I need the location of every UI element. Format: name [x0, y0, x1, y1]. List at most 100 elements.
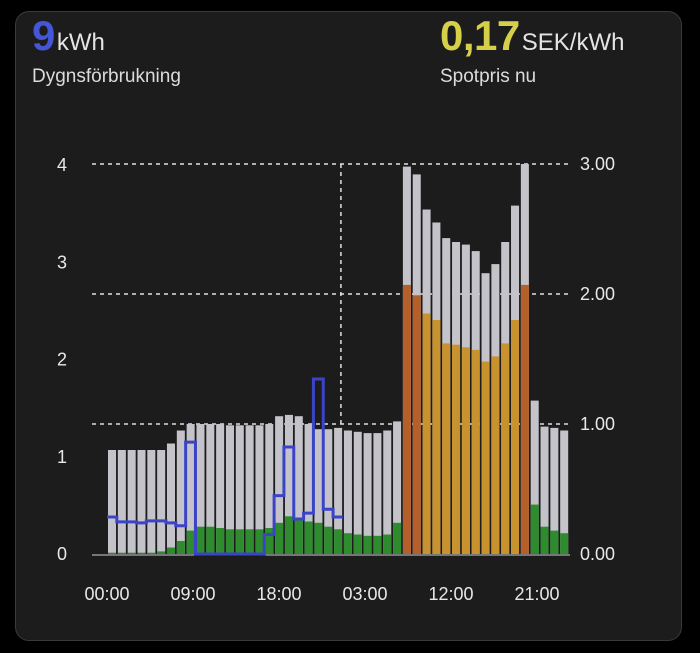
- bar-lower-34: [442, 343, 451, 554]
- bar-lower-36: [461, 347, 470, 554]
- bar-lower-11: [216, 528, 225, 554]
- bar-total-18: [284, 414, 293, 554]
- bar-total-15: [255, 425, 264, 554]
- bar-lower-17: [275, 522, 284, 554]
- y-left-tick-0: 0: [57, 544, 67, 564]
- bar-lower-31: [412, 295, 421, 554]
- bar-total-22: [324, 429, 333, 554]
- consumption-step-line: [107, 377, 343, 556]
- bar-total-6: [166, 443, 176, 554]
- bar-lower-3: [137, 552, 146, 554]
- bar-lower-14: [245, 529, 254, 554]
- bar-total-45: [550, 427, 559, 554]
- bar-total-43: [530, 400, 539, 554]
- bar-lower-22: [324, 526, 333, 554]
- x-tick-03:00: 03:00: [342, 584, 387, 604]
- bar-lower-41: [511, 320, 520, 554]
- bar-lower-44: [540, 526, 549, 554]
- bar-total-12: [225, 425, 234, 554]
- bar-total-13: [235, 425, 244, 554]
- spot-price-unit: SEK/kWh: [521, 29, 625, 56]
- bar-lower-24: [343, 533, 352, 554]
- x-tick-00:00: 00:00: [84, 584, 129, 604]
- bar-lower-33: [432, 320, 441, 554]
- bar-total-14: [245, 425, 254, 554]
- bar-total-23: [334, 427, 343, 554]
- bar-total-16: [265, 424, 274, 554]
- bar-total-19: [294, 416, 303, 554]
- bar-total-20: [304, 424, 313, 554]
- spot-price-value: 0,17: [440, 12, 520, 59]
- bar-total-2: [127, 450, 136, 554]
- bar-total-1: [117, 450, 126, 554]
- consumption-line: [107, 377, 343, 556]
- bar-lower-7: [176, 541, 185, 554]
- bar-total-7: [176, 430, 185, 554]
- x-tick-09:00: 09:00: [170, 584, 215, 604]
- bar-lower-12: [225, 529, 234, 554]
- bar-total-8: [186, 424, 195, 554]
- bar-total-27: [373, 433, 382, 554]
- y-right-tick-1.00: 1.00: [580, 414, 615, 434]
- bar-lower-13: [235, 529, 244, 554]
- y-left-tick-3: 3: [57, 252, 67, 272]
- grid-lines: [92, 163, 570, 556]
- bar-lower-8: [186, 530, 195, 554]
- spot-price-label: Spotpris nu: [440, 66, 537, 87]
- bar-lower-27: [373, 535, 382, 554]
- axis-ticks: 0 1 2 3 4 0.00 1.00 2.00 3.00 00:00 09:00 18:00 03:0…: [57, 154, 615, 604]
- bar-lower-40: [501, 343, 510, 554]
- bar-lower-38: [481, 361, 490, 554]
- price-bars: [108, 164, 569, 554]
- bar-lower-39: [491, 356, 500, 554]
- daily-consumption-label: Dygnsförbrukning: [32, 66, 181, 87]
- daily-consumption-value: 9: [32, 12, 55, 59]
- x-tick-18:00: 18:00: [256, 584, 301, 604]
- bar-lower-45: [550, 530, 559, 554]
- bar-total-24: [343, 430, 352, 554]
- bar-lower-6: [166, 547, 176, 554]
- bar-lower-15: [255, 529, 264, 554]
- y-left-tick-2: 2: [57, 350, 67, 370]
- bar-lower-46: [560, 533, 569, 554]
- bar-total-3: [137, 450, 146, 554]
- bar-lower-29: [393, 522, 402, 554]
- bar-lower-10: [206, 526, 215, 554]
- bar-total-5: [157, 450, 166, 554]
- y-right-tick-0.00: 0.00: [580, 544, 615, 564]
- bar-total-26: [363, 433, 372, 554]
- bar-total-11: [216, 424, 225, 554]
- daily-consumption-stat[interactable]: 9kWh Dygnsförbrukning: [32, 12, 181, 88]
- bar-total-17: [275, 416, 284, 554]
- bar-lower-37: [471, 349, 480, 554]
- x-tick-21:00: 21:00: [514, 584, 559, 604]
- bar-total-9: [196, 424, 205, 554]
- bar-lower-23: [334, 529, 343, 554]
- bar-lower-16: [265, 528, 274, 554]
- spot-price-stat[interactable]: 0,17SEK/kWh Spotpris nu: [440, 12, 624, 88]
- y-left-tick-1: 1: [57, 447, 67, 467]
- bar-total-29: [393, 421, 402, 554]
- bar-lower-26: [363, 535, 372, 554]
- bar-lower-9: [196, 526, 205, 554]
- bar-lower-28: [383, 534, 392, 554]
- bar-total-10: [206, 424, 215, 554]
- y-right-tick-2.00: 2.00: [580, 284, 615, 304]
- bar-total-21: [314, 429, 323, 554]
- bar-lower-19: [294, 518, 303, 554]
- bar-lower-4: [147, 552, 156, 554]
- bar-total-25: [353, 431, 362, 554]
- bar-total-44: [540, 426, 549, 554]
- bar-lower-32: [422, 313, 431, 554]
- x-tick-12:00: 12:00: [428, 584, 473, 604]
- bar-lower-30: [402, 284, 411, 554]
- bar-total-28: [383, 430, 392, 554]
- bar-lower-0: [108, 552, 117, 554]
- bar-lower-35: [452, 344, 461, 554]
- bar-total-0: [108, 450, 117, 554]
- y-right-tick-3.00: 3.00: [580, 154, 615, 174]
- bar-lower-25: [353, 534, 362, 554]
- bar-lower-1: [117, 552, 126, 554]
- bar-lower-43: [530, 504, 539, 554]
